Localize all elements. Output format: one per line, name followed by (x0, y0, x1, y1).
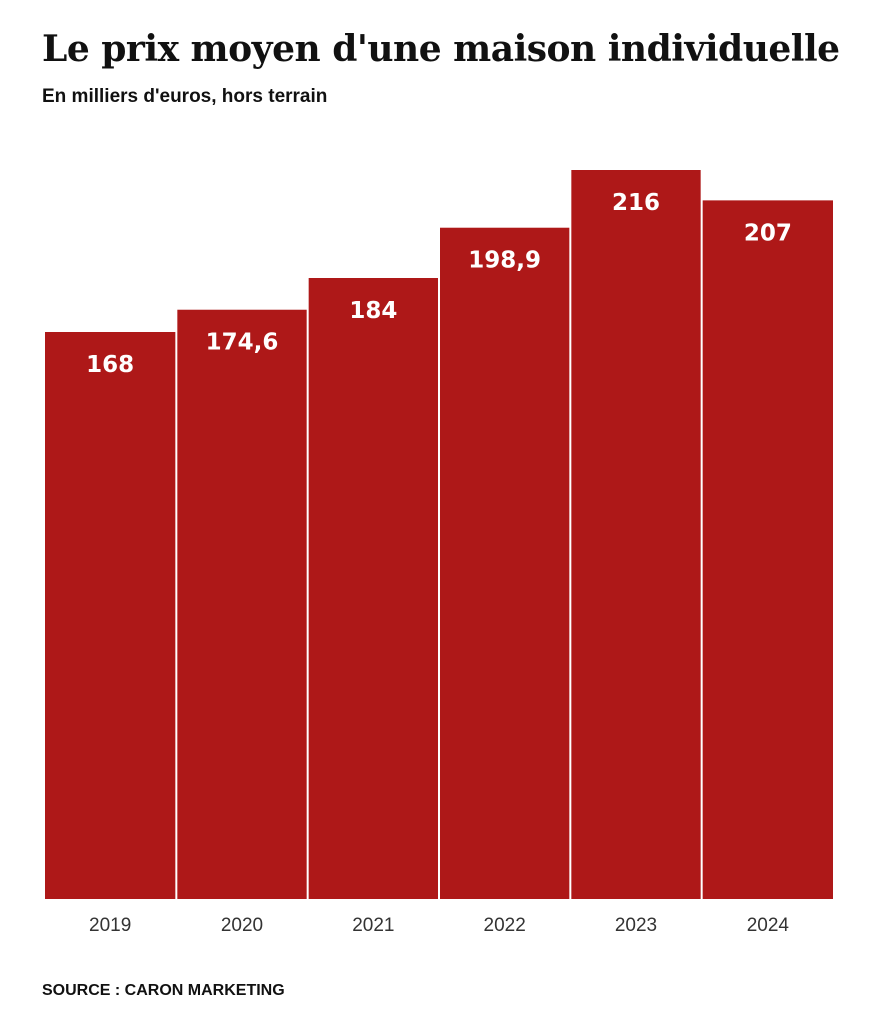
x-tick-2021: 2021 (352, 915, 394, 936)
x-tick-2020: 2020 (221, 915, 263, 936)
x-tick-labels-group: 2019 2020 2021 2022 2023 2024 (89, 915, 789, 936)
bar-2024 (702, 200, 833, 899)
value-label-2024: 207 (744, 220, 792, 246)
value-labels-group: 168 174,6 184 198,9 216 207 (86, 190, 792, 378)
value-label-2022: 198,9 (468, 248, 541, 274)
x-tick-2019: 2019 (89, 915, 131, 936)
x-tick-2022: 2022 (484, 915, 526, 936)
value-label-2019: 168 (86, 352, 134, 378)
bar-2019 (45, 332, 176, 899)
bar-2023 (571, 170, 701, 899)
bar-2022 (440, 227, 570, 899)
value-label-2021: 184 (349, 298, 397, 324)
value-label-2023: 216 (612, 190, 660, 216)
source-note: SOURCE : CARON MARKETING (42, 982, 285, 999)
bars-group (45, 170, 833, 900)
bar-2020 (177, 309, 307, 900)
x-tick-2024: 2024 (747, 915, 790, 936)
chart-title: Le prix moyen d'une maison individuelle (42, 28, 840, 70)
chart-subtitle: En milliers d'euros, hors terrain (42, 86, 328, 107)
x-tick-2023: 2023 (615, 915, 657, 936)
value-label-2020: 174,6 (206, 330, 279, 356)
bar-2021 (308, 278, 438, 899)
